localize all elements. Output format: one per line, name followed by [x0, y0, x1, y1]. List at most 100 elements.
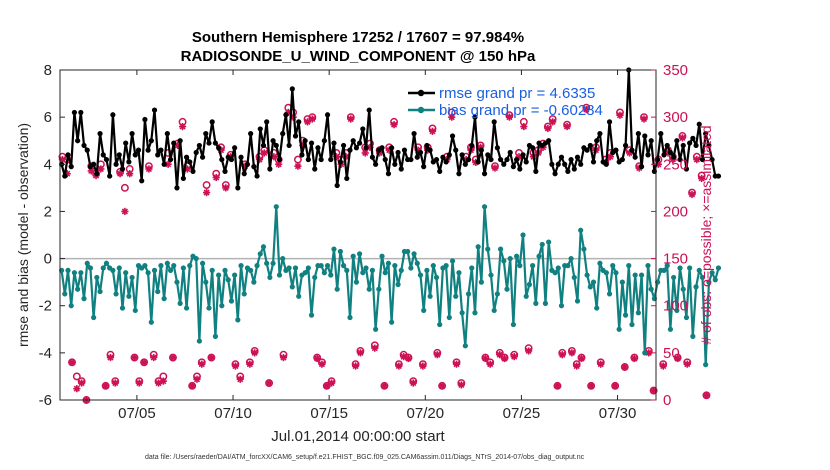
obs-assimilated-stroke — [405, 355, 412, 362]
obs-assimilated-stroke — [203, 189, 210, 196]
obs-assimilated-stroke — [434, 351, 441, 358]
rmse-point — [206, 140, 212, 146]
rmse-point — [494, 145, 500, 151]
rmse-point — [546, 138, 552, 144]
bias-point — [632, 272, 638, 278]
bias-point — [597, 260, 603, 266]
rmse-point — [267, 166, 273, 172]
bias-point — [613, 270, 619, 276]
rmse-point — [209, 119, 215, 125]
bias-point — [405, 248, 411, 255]
rmse-point — [574, 154, 581, 160]
obs-assimilated-stroke — [491, 164, 499, 172]
bias-point — [671, 274, 677, 281]
bias-point — [328, 272, 334, 278]
bias-point — [421, 307, 427, 314]
obs-assimilated-marker — [452, 360, 461, 368]
bias-point — [459, 310, 465, 316]
rmse-point — [520, 152, 526, 158]
rmse-point — [203, 131, 209, 137]
rmse-point — [555, 161, 561, 167]
rmse-point — [424, 142, 430, 149]
obs-assimilated-marker — [308, 115, 316, 123]
obs-assimilated-marker — [674, 354, 682, 363]
bias-point — [382, 270, 388, 276]
rmse-point — [715, 173, 722, 179]
rmse-point — [94, 171, 100, 177]
bias-point — [321, 270, 327, 276]
obs-assimilated-marker — [193, 375, 201, 383]
obs-assimilated-marker — [404, 354, 413, 363]
plot-frame — [59, 69, 657, 401]
rmse-point — [683, 166, 690, 172]
bias-point — [408, 265, 414, 271]
obs-assimilated-stroke — [68, 359, 76, 366]
obs-assimilated-stroke — [102, 382, 109, 389]
rmse-point — [344, 175, 350, 182]
bias-point — [94, 274, 100, 281]
bias-point — [286, 265, 292, 271]
bias-point — [523, 293, 529, 299]
rmse-point — [456, 171, 462, 177]
rmse-point — [321, 138, 327, 144]
rmse-point — [699, 156, 706, 163]
rmse-point — [116, 152, 122, 158]
rmse-point — [558, 154, 565, 160]
bias-point — [542, 300, 549, 306]
obs-assimilated-stroke — [131, 354, 138, 361]
rmse-point — [366, 107, 372, 113]
rmse-point — [696, 121, 702, 127]
bias-point — [578, 227, 584, 233]
bias-point — [180, 265, 186, 271]
legend-bias-marker — [417, 106, 425, 114]
rmse-point — [629, 147, 635, 153]
bias-point — [603, 270, 609, 276]
obs-assimilated-stroke — [357, 349, 364, 356]
rmse-point — [196, 142, 202, 149]
obs-assimilated-marker — [356, 349, 365, 357]
rmse-point — [360, 126, 366, 132]
rmse-point — [437, 168, 443, 174]
obs-assimilated-stroke — [544, 125, 551, 132]
obs-assimilated-stroke — [573, 362, 580, 370]
obs-assimilated-marker — [611, 382, 619, 390]
obs-assimilated-marker — [78, 379, 86, 387]
bias-point — [395, 281, 401, 288]
bias-point — [276, 272, 283, 278]
obs-assimilated-marker — [202, 188, 211, 197]
bias-point — [619, 279, 625, 285]
x-tick-label: 07/05 — [118, 405, 156, 422]
bias-point — [171, 263, 177, 269]
rmse-point — [187, 159, 193, 165]
rmse-point — [568, 156, 574, 163]
rmse-point — [510, 164, 517, 170]
obs-assimilated-stroke — [88, 167, 95, 174]
rmse-point — [565, 168, 571, 174]
bias-point — [690, 333, 696, 339]
bias-point — [376, 286, 382, 292]
obs-assimilated-marker — [549, 118, 557, 126]
rmse-point — [597, 131, 603, 137]
bias-point — [228, 298, 235, 304]
obs-assimilated-stroke — [198, 361, 205, 368]
obs-assimilated-stroke — [294, 163, 302, 170]
rmse-point — [302, 138, 308, 144]
bias-point — [481, 204, 488, 210]
obs-assimilated-marker — [496, 351, 504, 359]
bias-point — [491, 307, 497, 314]
bias-point — [344, 267, 350, 273]
rmse-point — [110, 112, 116, 118]
rmse-point — [369, 154, 376, 160]
rmse-point — [280, 131, 286, 137]
chart-title: Southern Hemisphere 17252 / 17607 = 97.9… — [192, 29, 524, 46]
bias-point — [709, 270, 715, 276]
bias-point — [68, 303, 74, 309]
rmse-point — [606, 119, 613, 125]
obs-assimilated-marker — [683, 360, 691, 368]
obs-assimilated-stroke — [419, 362, 426, 370]
bias-point — [62, 291, 68, 297]
rmse-point — [613, 147, 619, 153]
bias-point — [568, 255, 574, 262]
rmse-point — [142, 116, 148, 123]
obs-assimilated-stroke — [616, 112, 624, 119]
